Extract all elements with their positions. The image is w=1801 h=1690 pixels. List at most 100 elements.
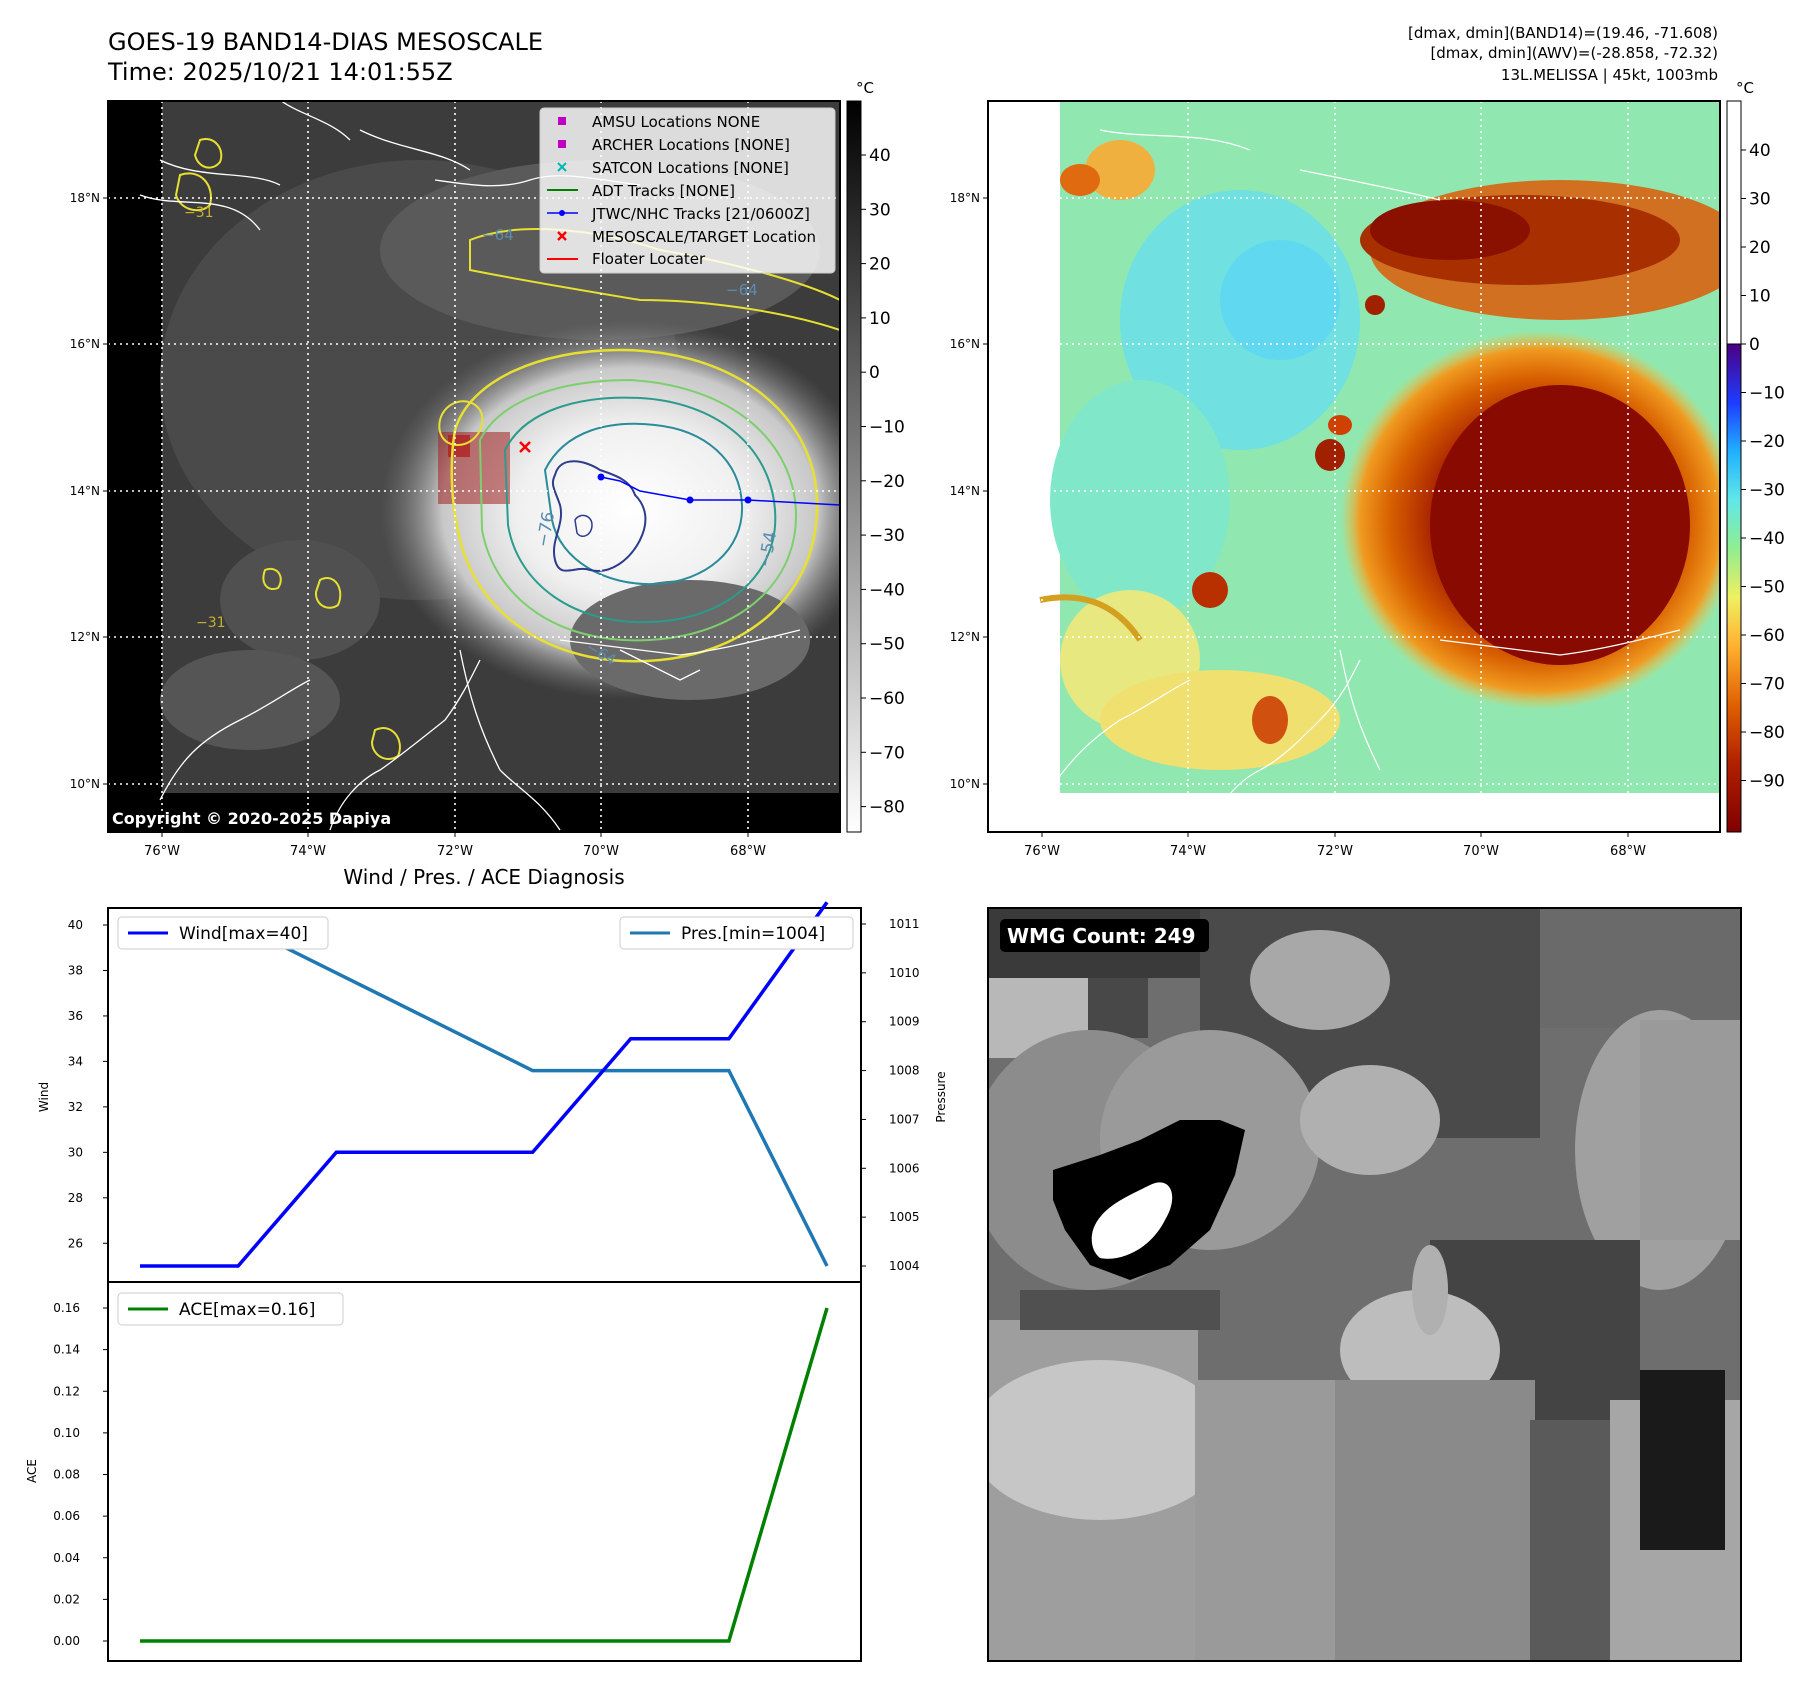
legend-marker-archer	[558, 140, 566, 148]
ace-tick-label: 0.02	[53, 1592, 80, 1606]
ace-tick-label: 0.04	[53, 1551, 80, 1565]
legend-label-archer: ARCHER Locations [NONE]	[592, 136, 790, 154]
legend-marker-satcon	[557, 162, 567, 172]
lat-tick-label: 10°N	[70, 777, 100, 791]
copyright-text: Copyright © 2020-2025 Dapiya	[112, 809, 391, 828]
lon-tick-label: 70°W	[583, 844, 619, 859]
ir-colorbar-tick-label: −30	[869, 526, 905, 546]
wmg-axes-frame	[987, 907, 1742, 1662]
ace-axis-ticks: 0.16 0.14 0.12 0.10 0.08 0.06 0.04 0.02 0.00	[53, 1301, 108, 1648]
ir-colorbar-tick-label: −70	[869, 743, 905, 763]
ir-colorbar-tick-label: 10	[869, 309, 891, 329]
awv-colorbar-tick-label: 10	[1749, 287, 1771, 307]
lat-tick-label: 12°N	[70, 630, 100, 644]
wind-tick-label: 36	[68, 1009, 83, 1023]
wind-tick-label: 34	[68, 1054, 83, 1068]
track-point	[686, 496, 694, 504]
lat-tick-label: 18°N	[950, 191, 980, 205]
pressure-ylabel: Pressure	[934, 1071, 948, 1122]
lon-tick-label: 68°W	[730, 844, 766, 859]
wind-pres-axes	[107, 907, 862, 1283]
ace-legend-label: ACE[max=0.16]	[179, 1300, 315, 1320]
ir-colorbar-unit: °C	[856, 79, 874, 97]
awv-colorbar-tick-label: −70	[1749, 675, 1785, 695]
pressure-legend-label: Pres.[min=1004]	[681, 924, 825, 944]
ir-axes-frame	[107, 100, 841, 833]
lon-tick-label: 76°W	[1024, 844, 1060, 859]
legend-label-adt: ADT Tracks [NONE]	[592, 182, 735, 200]
awv-axes-frame	[987, 100, 1721, 833]
legend-label-amsu: AMSU Locations NONE	[592, 113, 760, 131]
ir-legend: AMSU Locations NONE ARCHER Locations [NO…	[539, 107, 836, 274]
pressure-tick-label: 1009	[889, 1015, 920, 1029]
target-marker	[519, 441, 531, 453]
ace-tick-label: 0.12	[53, 1384, 80, 1398]
ace-tick-label: 0.16	[53, 1301, 80, 1315]
lon-tick-label: 76°W	[144, 844, 180, 859]
awv-colorbar-unit: °C	[1736, 79, 1754, 97]
awv-colorbar-tick-label: −30	[1749, 481, 1785, 501]
pressure-axis-ticks: 1011 1010 1009 1008 1007 1006 1005 1004	[861, 917, 920, 1273]
pressure-tick-label: 1010	[889, 966, 920, 980]
track-point	[744, 496, 752, 504]
info-storm: 13L.MELISSA | 45kt, 1003mb	[1501, 66, 1718, 84]
ir-colorbar-tick-label: −10	[869, 418, 905, 438]
awv-colorbar-tick-label: −80	[1749, 723, 1785, 743]
contour-label: −64	[482, 226, 514, 244]
track-point	[597, 473, 605, 481]
ir-colorbar-tick-label: 20	[869, 255, 891, 275]
lat-tick-label: 14°N	[950, 484, 980, 498]
wind-tick-label: 38	[68, 963, 83, 977]
figure-time: Time: 2025/10/21 14:01:55Z	[107, 58, 453, 86]
pressure-tick-label: 1011	[889, 917, 920, 931]
awv-colorbar-tick-label: −60	[1749, 626, 1785, 646]
contour-label: −31	[196, 615, 226, 631]
diagnosis-title: Wind / Pres. / ACE Diagnosis	[343, 865, 624, 889]
ace-series-line	[140, 1307, 829, 1643]
awv-colorbar-warm	[1726, 100, 1742, 345]
ace-tick-label: 0.00	[53, 1634, 80, 1648]
ir-panel: −64 −64 −76 −54 −64 −31 −31 AMSU Locatio…	[70, 79, 905, 859]
awv-colorbar-tick-label: 20	[1749, 238, 1771, 258]
ace-tick-label: 0.14	[53, 1343, 80, 1357]
wmg-image	[988, 908, 1741, 1661]
awv-colorbar-tick-label: 40	[1749, 141, 1771, 161]
legend-label-target: MESOSCALE/TARGET Location	[592, 228, 816, 246]
lon-tick-label: 72°W	[437, 844, 473, 859]
info-awv: [dmax, dmin](AWV)=(-28.858, -72.32)	[1430, 44, 1718, 62]
pressure-legend: Pres.[min=1004]	[619, 916, 854, 950]
wind-tick-label: 30	[68, 1145, 83, 1159]
pressure-tick-label: 1007	[889, 1112, 920, 1126]
wmg-count-badge	[1000, 919, 1209, 952]
ace-ylabel: ACE	[25, 1459, 39, 1483]
awv-image	[988, 101, 1720, 832]
wind-legend: Wind[max=40]	[117, 916, 329, 950]
ir-lon-labels: 76°W 74°W 72°W 70°W 68°W	[144, 832, 766, 859]
lon-tick-label: 72°W	[1317, 844, 1353, 859]
awv-colorbar-tick-label: −10	[1749, 384, 1785, 404]
pressure-tick-label: 1004	[889, 1259, 920, 1273]
legend-label-jtwc: JTWC/NHC Tracks [21/0600Z]	[591, 205, 810, 223]
jtwc-track	[600, 476, 840, 506]
ir-colorbar-tick-label: 40	[869, 146, 891, 166]
info-band14: [dmax, dmin](BAND14)=(19.46, -71.608)	[1408, 24, 1718, 42]
wind-tick-label: 40	[68, 918, 83, 932]
legend-marker-amsu	[558, 117, 566, 125]
awv-lat-labels: 18°N 16°N 14°N 12°N 10°N	[950, 191, 988, 791]
ir-colorbar-tick-label: 30	[869, 200, 891, 220]
lat-tick-label: 10°N	[950, 777, 980, 791]
ir-colorbar-tick-label: −20	[869, 472, 905, 492]
ace-tick-label: 0.10	[53, 1426, 80, 1440]
awv-colorbar	[1726, 343, 1742, 833]
wind-ylabel: Wind	[37, 1082, 51, 1112]
lon-tick-label: 74°W	[1170, 844, 1206, 859]
ir-colorbar-ticks: 40 30 20 10 0 −10 −20 −30 −40 −50 −60 −70 −80	[861, 146, 905, 818]
wind-tick-label: 26	[68, 1236, 83, 1250]
lon-tick-label: 74°W	[290, 844, 326, 859]
lat-tick-label: 16°N	[950, 337, 980, 351]
ir-colorbar-tick-label: 0	[869, 363, 880, 383]
lat-tick-label: 12°N	[950, 630, 980, 644]
lat-tick-label: 14°N	[70, 484, 100, 498]
contour-label: −31	[184, 205, 214, 221]
